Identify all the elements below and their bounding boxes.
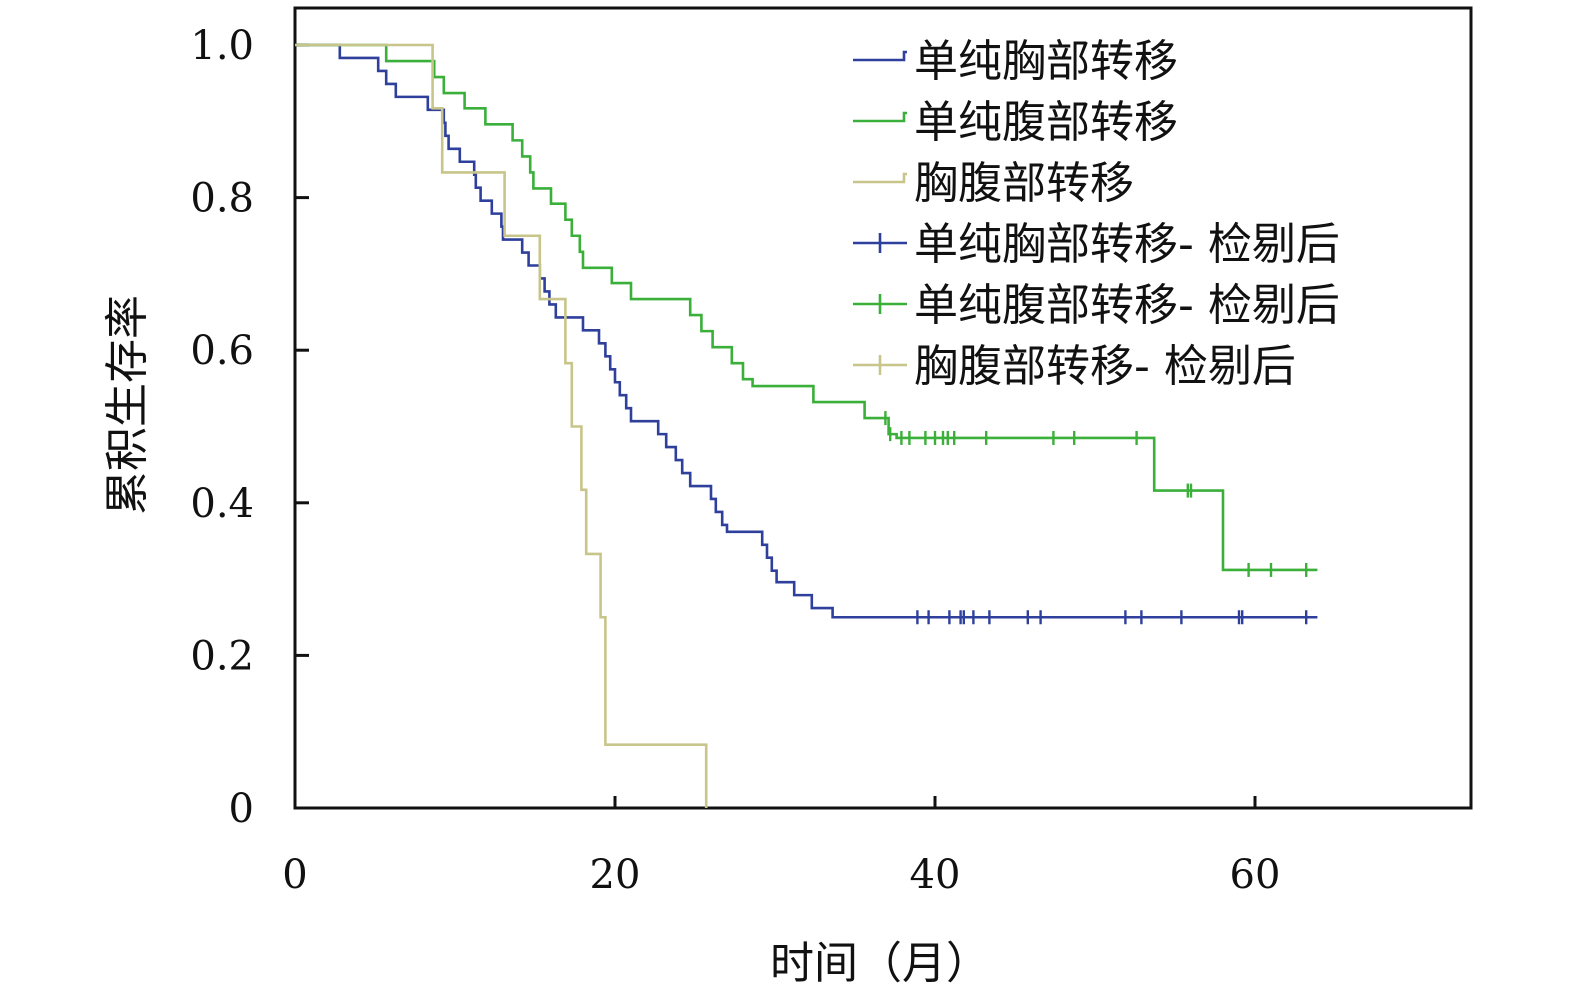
survival-curves bbox=[295, 43, 1318, 808]
plot-frame bbox=[293, 6, 1473, 810]
x-tick-label: 20 bbox=[590, 852, 641, 898]
survival-curve-1 bbox=[295, 43, 1318, 619]
legend-label: 胸腹部转移 bbox=[914, 158, 1134, 209]
x-tick-label: 40 bbox=[910, 852, 961, 898]
y-tick-label: 0 bbox=[229, 786, 254, 832]
x-axis-title: 时间（月） bbox=[770, 938, 990, 989]
y-tick-label: 0.4 bbox=[190, 481, 254, 527]
y-tick-label: 0.2 bbox=[190, 633, 254, 679]
legend-label: 胸腹部转移- 检剔后 bbox=[914, 341, 1296, 392]
legend-label: 单纯腹部转移 bbox=[914, 97, 1178, 148]
legend-label: 单纯胸部转移- 检剔后 bbox=[914, 219, 1340, 270]
survival-curve-2 bbox=[295, 43, 1318, 572]
legend-step-line bbox=[853, 111, 907, 123]
y-axis-title: 累积生存率 bbox=[102, 295, 153, 515]
legend-step-line bbox=[853, 50, 907, 62]
y-tick-label: 0.8 bbox=[190, 176, 254, 222]
x-tick-label: 60 bbox=[1230, 852, 1281, 898]
x-tick-label: 0 bbox=[282, 852, 307, 898]
y-tick-label: 0.6 bbox=[190, 328, 254, 374]
y-axis: 0 0.2 0.4 0.6 0.8 1.0 bbox=[190, 23, 309, 832]
legend-label: 单纯胸部转移 bbox=[914, 36, 1178, 87]
x-axis: 0 20 40 60 bbox=[282, 796, 1280, 898]
y-tick-label: 1.0 bbox=[190, 23, 254, 69]
legend-step-line bbox=[853, 172, 907, 184]
legend-label: 单纯腹部转移- 检剔后 bbox=[914, 280, 1340, 331]
survival-curve-3 bbox=[295, 43, 708, 808]
